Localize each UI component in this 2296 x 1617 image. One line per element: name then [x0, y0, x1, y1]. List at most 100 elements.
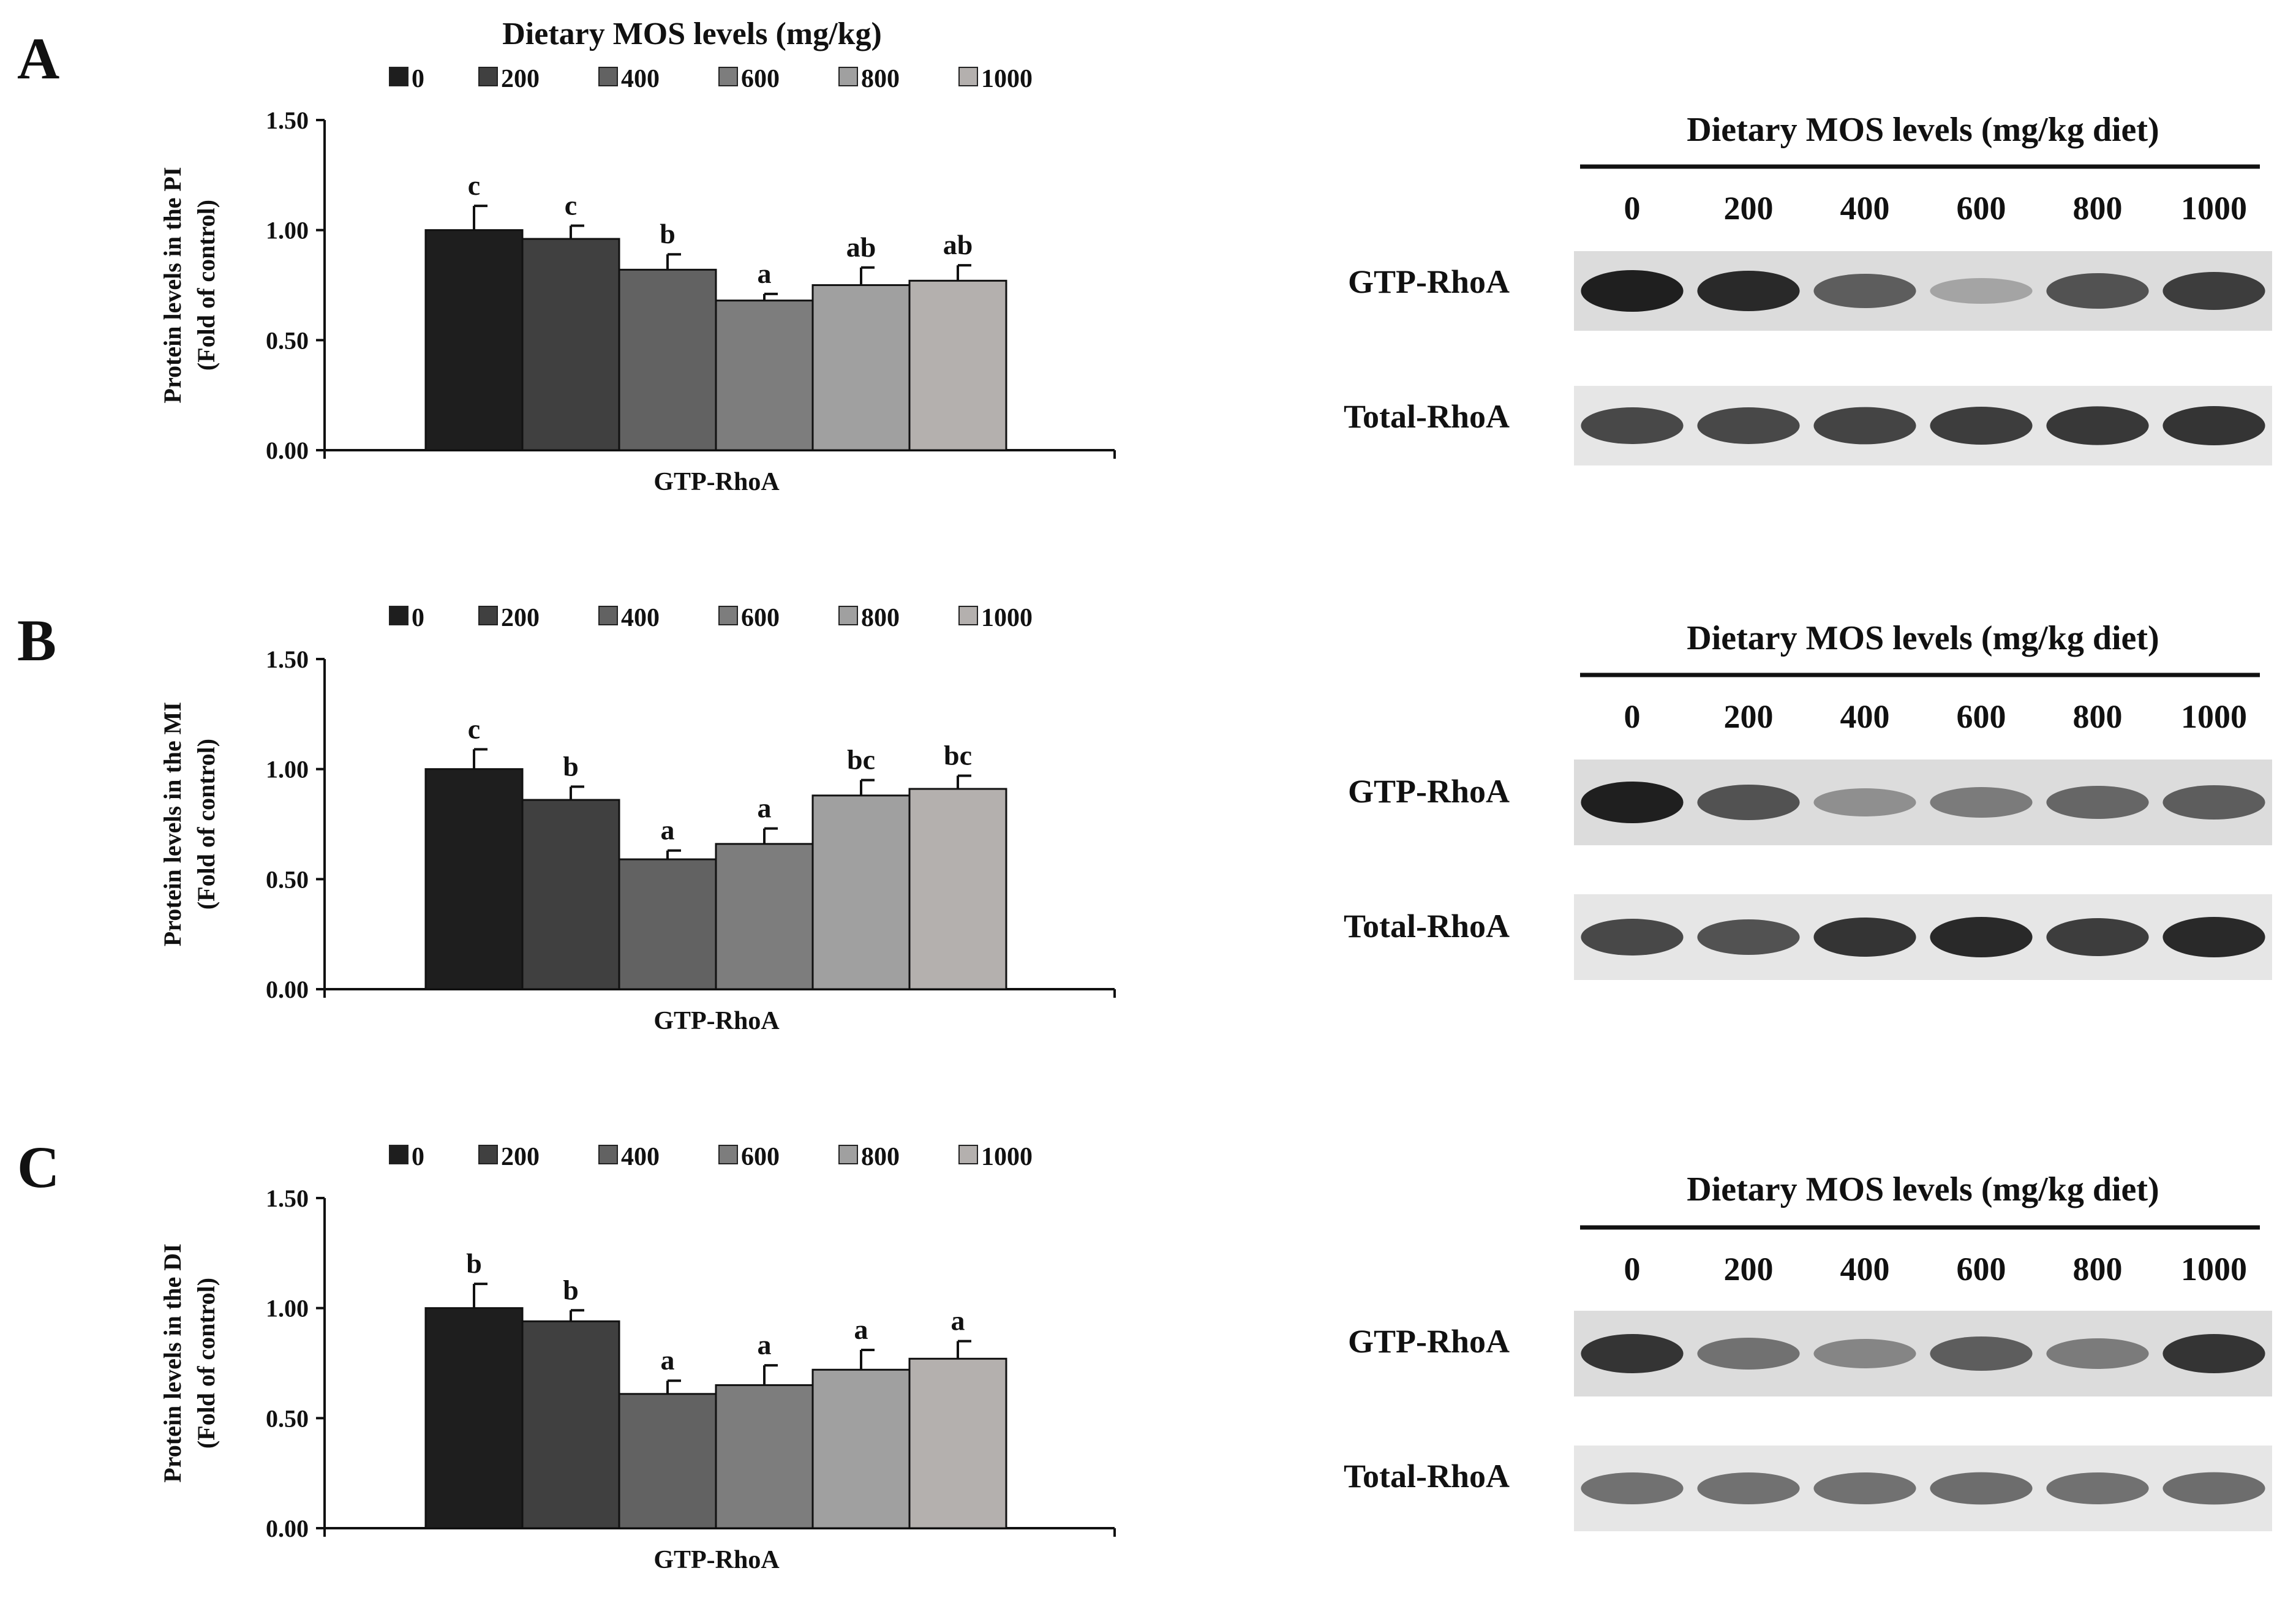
- blot-band: [1930, 1336, 2033, 1371]
- significance-letter: ab: [943, 229, 973, 260]
- blot-band: [1930, 278, 2033, 304]
- panel-letter: C: [17, 1134, 60, 1200]
- legend-label: 0: [412, 604, 424, 632]
- blot-title: Dietary MOS levels (mg/kg diet): [1687, 619, 2159, 657]
- blot-band: [1813, 1339, 1916, 1368]
- panel-letter: A: [17, 26, 60, 91]
- blot-band: [1813, 918, 1916, 957]
- legend-label: 1000: [981, 1143, 1033, 1171]
- blot-band: [1813, 407, 1916, 445]
- significance-letter: b: [563, 1274, 579, 1305]
- blot-title: Dietary MOS levels (mg/kg diet): [1687, 1170, 2159, 1208]
- y-axis-label: Protein levels in the PI: [159, 167, 186, 404]
- legend-swatch: [718, 1145, 738, 1164]
- legend-swatch: [478, 1145, 498, 1164]
- legend-label: 400: [621, 65, 660, 93]
- blot-lane-label: 400: [1840, 190, 1890, 227]
- blot-lane-label: 600: [1957, 1251, 2006, 1287]
- legend-swatch: [718, 67, 738, 86]
- blot-band: [2046, 1338, 2149, 1369]
- blot-lane-label: 200: [1724, 1251, 1774, 1287]
- significance-letter: c: [565, 189, 577, 221]
- significance-letter: c: [468, 170, 480, 201]
- legend-swatch: [838, 606, 858, 625]
- y-tick-label: 0.00: [266, 1515, 309, 1542]
- blot-row-label: GTP-RhoA: [1348, 1323, 1510, 1360]
- legend-swatch: [838, 67, 858, 86]
- blot-band: [1581, 270, 1684, 312]
- bar: [811, 794, 911, 990]
- blot-lane-label: 200: [1724, 698, 1774, 735]
- legend-label: 800: [861, 65, 900, 93]
- blot-membrane: [1574, 760, 2272, 845]
- panel-b: B 0 200 400 600 800 1000 0.00 0.50 1.00 1.50 Prote…: [0, 539, 2296, 1078]
- western-blot-b: Dietary MOS levels (mg/kg diet) 0 200 400 60…: [1344, 619, 2272, 980]
- blot-band: [2162, 272, 2265, 310]
- y-tick-label: 1.00: [266, 756, 309, 783]
- blot-lane-label: 600: [1957, 190, 2006, 227]
- legend-swatch: [478, 606, 498, 625]
- blot-band: [2162, 917, 2265, 957]
- blot-membrane: [1574, 1446, 2272, 1531]
- legend-label: 400: [621, 1143, 660, 1171]
- y-axis-label: (Fold of control): [192, 1278, 220, 1449]
- legend-label: 800: [861, 604, 900, 632]
- legend-swatch: [958, 606, 978, 625]
- blot-lane-label: 400: [1840, 1251, 1890, 1287]
- blot-lane-label: 0: [1624, 698, 1641, 735]
- blot-lane-label: 200: [1724, 190, 1774, 227]
- blot-band: [1697, 1472, 1800, 1504]
- western-blot-c: Dietary MOS levels (mg/kg diet) 0 200 400 60…: [1344, 1170, 2272, 1531]
- legend-label: 1000: [981, 604, 1033, 632]
- significance-letter: a: [758, 258, 772, 289]
- blot-band: [2162, 1472, 2265, 1505]
- blot-band: [1697, 271, 1800, 311]
- legend-swatch: [958, 1145, 978, 1164]
- legend-label: 200: [501, 65, 540, 93]
- blot-membrane: [1574, 251, 2272, 331]
- legend-swatch: [598, 606, 618, 625]
- bar: [908, 788, 1007, 990]
- blot-lane-label: 400: [1840, 698, 1890, 735]
- significance-letter: b: [466, 1248, 482, 1279]
- blot-band: [1581, 919, 1684, 956]
- blot-band: [2046, 1472, 2149, 1504]
- blot-row-label: Total-RhoA: [1344, 908, 1510, 944]
- bar: [618, 268, 717, 451]
- significance-letter: a: [758, 793, 772, 824]
- blot-band: [2046, 406, 2149, 445]
- x-axis-label: GTP-RhoA: [653, 1007, 780, 1035]
- bar: [715, 1384, 814, 1529]
- blot-band: [1813, 788, 1916, 816]
- bar: [521, 799, 620, 990]
- bar: [521, 238, 620, 451]
- chart-title: Dietary MOS levels (mg/kg): [502, 17, 882, 51]
- blot-lane-label: 1000: [2181, 698, 2247, 735]
- significance-letter: bc: [944, 739, 972, 771]
- legend-label: 200: [501, 1143, 540, 1171]
- blot-band: [2046, 273, 2149, 309]
- legend-label: 400: [621, 604, 660, 632]
- legend-label: 800: [861, 1143, 900, 1171]
- legend-label: 1000: [981, 65, 1033, 93]
- y-axis-label: (Fold of control): [192, 200, 220, 371]
- blot-band: [1697, 407, 1800, 444]
- panel-c: C 0 200 400 600 800 1000 0.00 0.50 1.00 1.50 Prote…: [0, 1078, 2296, 1617]
- blot-band: [1581, 1334, 1684, 1373]
- y-tick-label: 1.50: [266, 1185, 309, 1212]
- bar: [424, 1307, 524, 1529]
- blot-band: [1930, 787, 2033, 818]
- legend-swatch: [598, 67, 618, 86]
- legend-label: 600: [741, 65, 780, 93]
- y-tick-label: 0.50: [266, 1404, 309, 1432]
- blot-lane-label: 800: [2073, 698, 2123, 735]
- blot-lane-label: 600: [1957, 698, 2006, 735]
- blot-row-label: Total-RhoA: [1344, 398, 1510, 435]
- y-tick-label: 0.00: [266, 437, 309, 464]
- legend-swatch: [718, 606, 738, 625]
- legend-label: 0: [412, 1143, 424, 1171]
- blot-band: [1813, 274, 1916, 308]
- blot-band: [2046, 786, 2149, 819]
- bar: [811, 284, 911, 451]
- y-tick-label: 1.50: [266, 646, 309, 673]
